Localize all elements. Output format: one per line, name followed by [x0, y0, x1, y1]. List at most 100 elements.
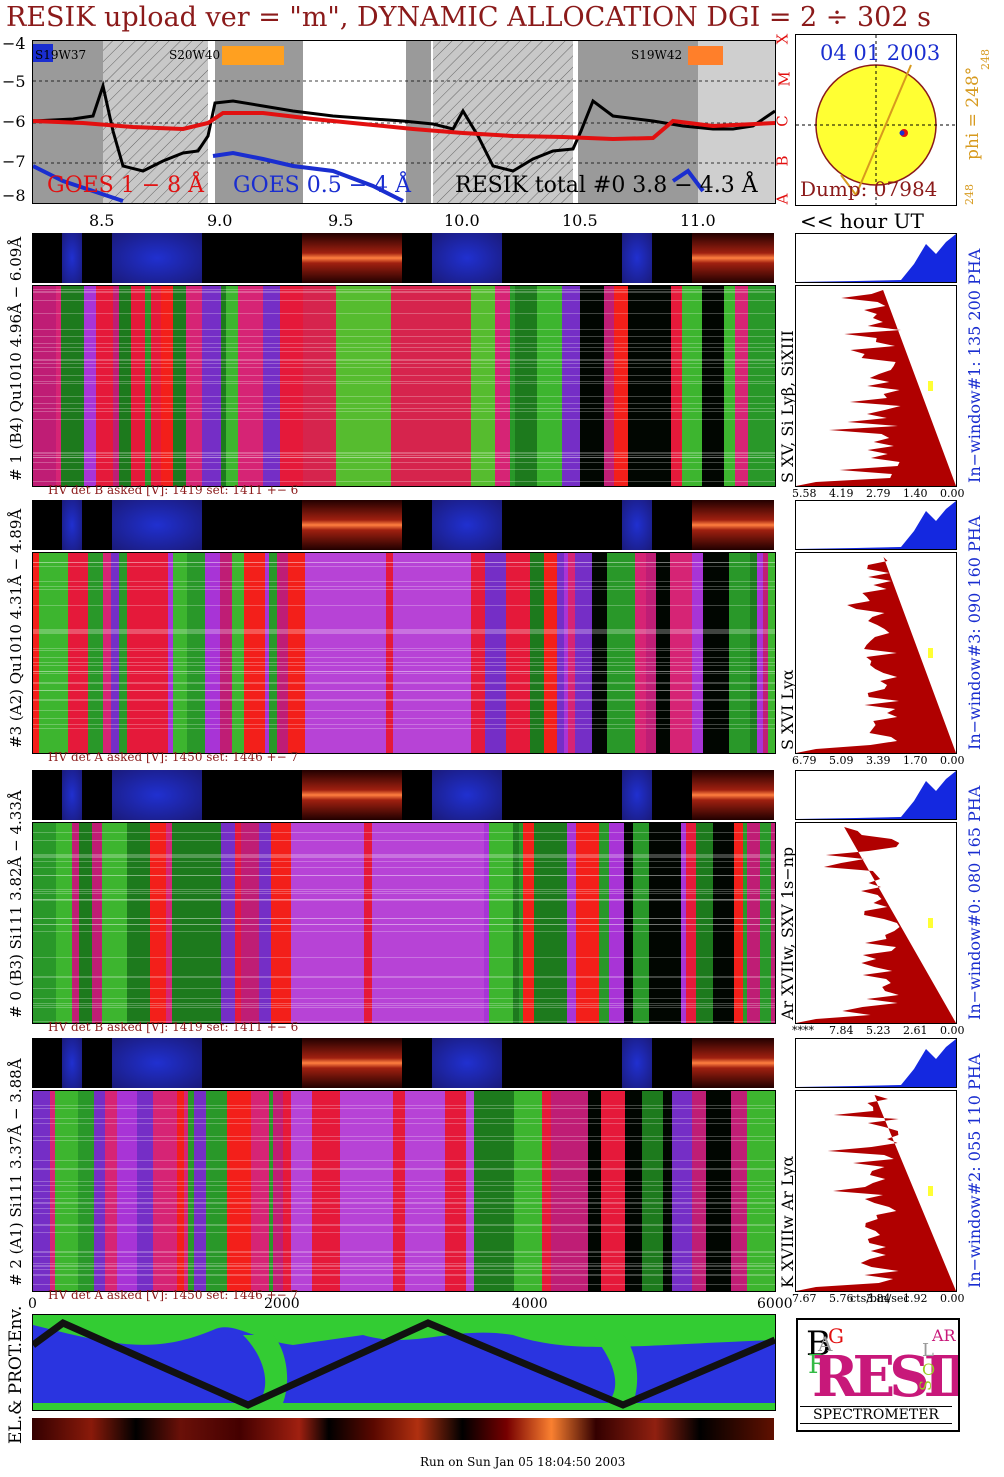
spectrogram-band [427, 553, 447, 753]
bottom-tick: 0 [28, 1296, 37, 1312]
channel-block: HV det B asked [V]: 1419 set: 1411 +− 6 #… [0, 770, 1004, 1037]
spectrogram-band [360, 553, 377, 753]
spectrogram-band [671, 286, 675, 486]
hist-axis-tick: 7.84 [829, 1024, 854, 1037]
spectrogram-band [510, 286, 515, 486]
spectrogram-line [33, 566, 775, 567]
spectrogram-band [719, 823, 734, 1023]
spectrogram-band [33, 1091, 50, 1291]
spectrogram-band [682, 286, 702, 486]
spectrogram-band [105, 1091, 117, 1291]
strip-band [432, 233, 502, 283]
spectrogram-band [288, 553, 305, 753]
spectrogram-line [33, 605, 775, 606]
spectrogram-line [33, 455, 775, 456]
spectrogram-line [33, 1263, 775, 1264]
spectrogram-band [226, 286, 238, 486]
spectrogram-band [413, 553, 427, 753]
hist-axis-tick: 0.00 [940, 754, 965, 767]
spectrogram-band [575, 553, 592, 753]
spectrogram-band [33, 823, 44, 1023]
hv-status: HV det A asked [V]: 1450 set: 1446 +− 7 [48, 1288, 299, 1302]
spectrogram-band [391, 823, 400, 1023]
spectrogram-band [534, 823, 544, 1023]
spectrogram-band [642, 1091, 663, 1291]
spectrogram-band [320, 823, 332, 1023]
strip-band [302, 500, 402, 550]
logo-letter: L [922, 1340, 934, 1361]
hour-axis-label: << hour UT [800, 209, 924, 233]
y-tick-label: −8 [2, 186, 26, 205]
y-tick-label: −5 [2, 72, 26, 91]
channel-label: # 1 (B4) Qu1010 4.96Å − 6.09Å [7, 236, 25, 481]
resik-logo: B R A G RESIK S O L AR SPECTROMETER [796, 1318, 960, 1432]
goes-panel: S19W37 S20W40 S19W42 GOES 1 − 8 Å GOES 0… [32, 40, 776, 204]
spectrogram-band [771, 823, 775, 1023]
spectrogram-band [251, 1091, 269, 1291]
hv-status: HV det A asked [V]: 1450 set: 1446 +− 7 [48, 750, 299, 764]
spectrogram-band [350, 823, 364, 1023]
env-label: EL.& PROT.Env. [6, 1305, 26, 1444]
spectrogram-line [33, 633, 775, 634]
spectrogram-band [764, 823, 771, 1023]
spectrogram-band [166, 823, 172, 1023]
spectrogram-band [708, 286, 724, 486]
spectrogram-line [33, 1108, 775, 1109]
spectrogram-band [340, 1091, 355, 1291]
spectrogram-line [33, 457, 775, 458]
spectrogram-band [177, 1091, 184, 1291]
spectrogram-band [572, 1091, 588, 1291]
spectrogram-band [172, 823, 178, 1023]
spectrogram-band [68, 553, 88, 753]
spectrogram-band [580, 286, 597, 486]
hist-axis-tick: 3.39 [866, 754, 891, 767]
spectrogram-band [173, 553, 187, 753]
spectrogram-band [149, 553, 168, 753]
spectrogram-band [315, 286, 336, 486]
hist-axis-tick: 7.67 [792, 1292, 817, 1305]
spectrogram-band [198, 823, 221, 1023]
spectrogram-line [33, 289, 775, 290]
spectrogram-band [724, 286, 735, 486]
spectrogram-band [56, 286, 61, 486]
spectrogram-band [564, 553, 568, 753]
spectrogram-band [271, 823, 291, 1023]
legend-goes-long: GOES 1 − 8 Å [47, 173, 205, 198]
spectrogram-band [339, 553, 360, 753]
spectrogram-line [33, 857, 775, 858]
spectrogram-band [442, 823, 463, 1023]
channel-summary-strip [32, 770, 774, 822]
spectrogram-line [33, 1185, 775, 1186]
spectrogram-band [269, 553, 277, 753]
strip-band [62, 770, 82, 820]
spectrogram-line [33, 1118, 775, 1119]
spectrogram-line [33, 931, 775, 932]
strip-band [692, 233, 774, 283]
spectrogram-line [33, 419, 775, 420]
spectrogram-band [241, 823, 259, 1023]
strip-band [432, 1038, 502, 1088]
spectrogram-band [150, 823, 166, 1023]
page-title: RESIK upload ver = "m", DYNAMIC ALLOCATI… [6, 2, 931, 33]
spectrogram-band [530, 553, 544, 753]
spectrogram-line [33, 1181, 775, 1182]
spectrogram-band [119, 286, 131, 486]
spectrogram-band [614, 286, 628, 486]
spectrogram-band [633, 823, 649, 1023]
intensity-histogram [795, 285, 957, 487]
spectrogram-line [33, 1160, 775, 1161]
hist-unit: cts/bin/sec [850, 1292, 910, 1305]
spectrogram-band [303, 286, 315, 486]
class-letter: M [775, 71, 794, 87]
spectrogram-band [406, 286, 416, 486]
hist-axis-tick: 5.76 [829, 1292, 854, 1305]
spectrogram-band [386, 553, 393, 753]
spectrogram-band [696, 823, 713, 1023]
spectrogram-line [33, 861, 775, 862]
channel-summary-strip [32, 233, 774, 285]
spectrogram-band [747, 1091, 764, 1291]
strip-band [302, 1038, 402, 1088]
spectrogram-band [336, 286, 344, 486]
spectrogram-band [173, 286, 186, 486]
spectrogram-line [33, 411, 775, 412]
